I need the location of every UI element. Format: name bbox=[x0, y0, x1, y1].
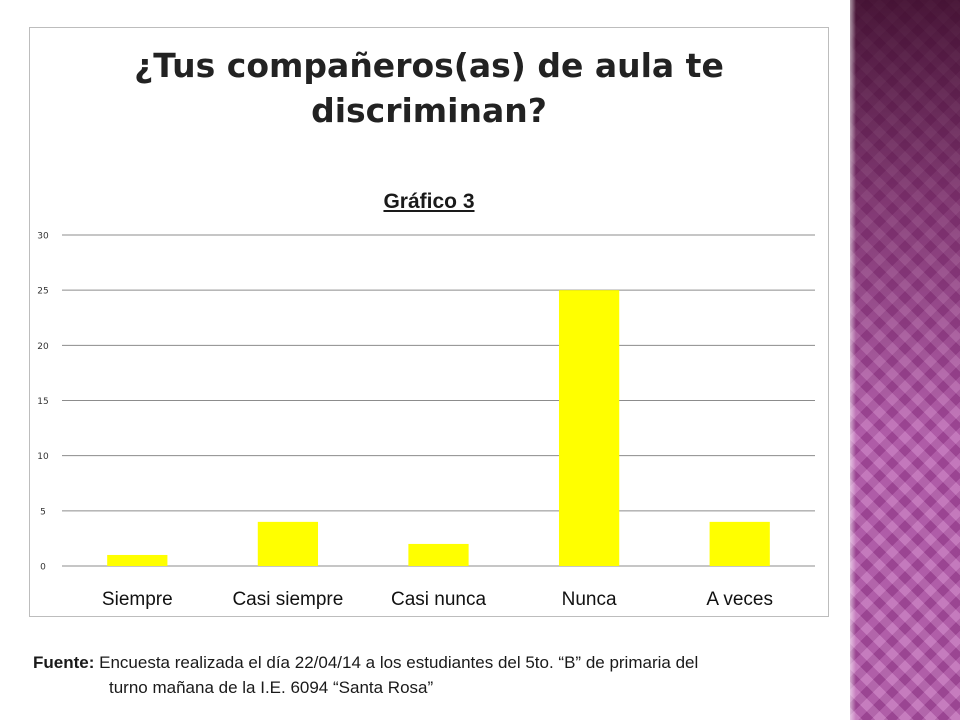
slide-title: ¿Tus compañeros(as) de aula te discrimin… bbox=[134, 46, 724, 130]
y-tick-label: 15 bbox=[37, 397, 48, 407]
bar bbox=[107, 554, 168, 566]
x-tick-label: Nunca bbox=[562, 589, 617, 610]
bar bbox=[257, 521, 319, 566]
source-label: Fuente: bbox=[33, 653, 95, 672]
side-panel-edge bbox=[850, 0, 856, 720]
bar bbox=[558, 290, 620, 566]
source-note: Fuente: Encuesta realizada el día 22/04/… bbox=[33, 650, 833, 700]
y-tick-label: 5 bbox=[40, 507, 46, 517]
y-tick-label: 30 bbox=[37, 232, 49, 242]
x-tick-label: Siempre bbox=[102, 589, 173, 610]
y-tick-label: 20 bbox=[37, 342, 49, 352]
source-text-line1: Encuesta realizada el día 22/04/14 a los… bbox=[94, 653, 699, 672]
y-tick-label: 0 bbox=[40, 563, 46, 573]
x-tick-label: Casi nunca bbox=[391, 589, 486, 610]
decorative-side-panel bbox=[850, 0, 960, 720]
bar-chart: 0 5 10 15 20 25 30 Siempre Casi siempre Casi nunc… bbox=[37, 232, 815, 610]
chart-title: Gráfico 3 bbox=[383, 190, 475, 213]
y-tick-label: 25 bbox=[37, 287, 48, 297]
bar bbox=[709, 521, 770, 566]
x-tick-label: A veces bbox=[706, 589, 773, 610]
source-text-line2: turno mañana de la I.E. 6094 “Santa Rosa… bbox=[109, 678, 434, 697]
x-tick-label: Casi siempre bbox=[232, 589, 343, 610]
y-tick-label: 10 bbox=[37, 452, 49, 462]
bar bbox=[408, 543, 469, 566]
chart-frame: ¿Tus compañeros(as) de aula te discrimin… bbox=[29, 27, 829, 617]
